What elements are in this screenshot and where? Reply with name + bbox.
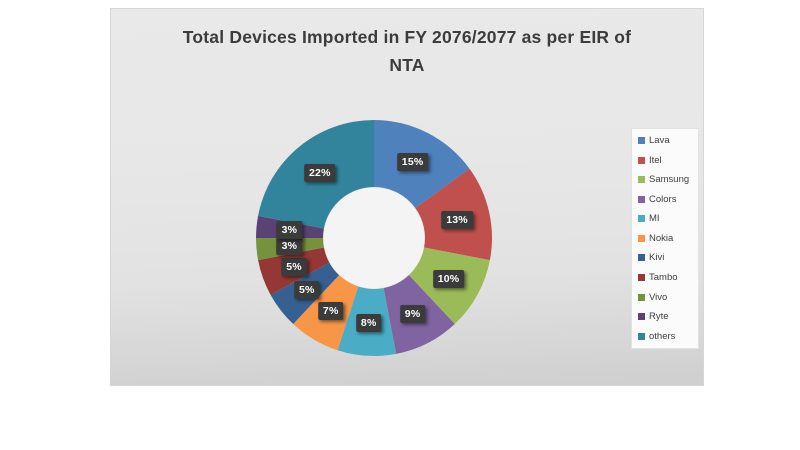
legend-label-kivi: Kivi bbox=[649, 252, 665, 264]
legend-swatch-itel bbox=[638, 156, 645, 164]
legend-item-kivi[interactable]: Kivi bbox=[638, 249, 698, 267]
legend-label-nokia: Nokia bbox=[649, 232, 674, 244]
legend-label-itel: Itel bbox=[649, 154, 662, 166]
chart-title-line-2: NTA bbox=[389, 55, 425, 75]
legend-label-tambo: Tambo bbox=[649, 271, 678, 283]
legend-item-tambo[interactable]: Tambo bbox=[638, 268, 698, 286]
legend-label-ryte: Ryte bbox=[649, 311, 669, 323]
legend-item-mi[interactable]: MI bbox=[638, 210, 698, 228]
legend-item-ryte[interactable]: Ryte bbox=[638, 308, 698, 326]
legend-item-itel[interactable]: Itel bbox=[638, 151, 698, 169]
legend-label-colors: Colors bbox=[649, 193, 677, 205]
legend-item-others[interactable]: others bbox=[638, 327, 698, 345]
legend-swatch-lava bbox=[638, 137, 645, 145]
legend-label-mi: MI bbox=[649, 213, 660, 225]
legend-swatch-mi bbox=[638, 215, 645, 223]
legend-swatch-nokia bbox=[638, 234, 645, 242]
legend-swatch-vivo bbox=[638, 293, 645, 301]
chart-legend: Lava Itel Samsung Colors MI Nokia Kivi Tambo Viv… bbox=[631, 128, 699, 349]
legend-swatch-samsung bbox=[638, 176, 645, 184]
legend-item-samsung[interactable]: Samsung bbox=[638, 171, 698, 189]
legend-item-vivo[interactable]: Vivo bbox=[638, 288, 698, 306]
legend-swatch-ryte bbox=[638, 313, 645, 321]
legend-swatch-tambo bbox=[638, 273, 645, 281]
chart-title-line-1: Total Devices Imported in FY 2076/2077 a… bbox=[182, 27, 632, 47]
legend-swatch-colors bbox=[638, 195, 645, 203]
legend-label-others: others bbox=[649, 330, 676, 342]
legend-item-colors[interactable]: Colors bbox=[638, 190, 698, 208]
legend-label-lava: Lava bbox=[649, 135, 670, 147]
legend-item-lava[interactable]: Lava bbox=[638, 132, 698, 150]
legend-swatch-kivi bbox=[638, 254, 645, 262]
chart-title: Total Devices Imported in FY 2076/2077 a… bbox=[147, 23, 667, 79]
legend-item-nokia[interactable]: Nokia bbox=[638, 229, 698, 247]
legend-swatch-others bbox=[638, 332, 645, 340]
legend-label-vivo: Vivo bbox=[649, 291, 668, 303]
legend-label-samsung: Samsung bbox=[649, 174, 690, 186]
donut-hole bbox=[323, 187, 425, 289]
